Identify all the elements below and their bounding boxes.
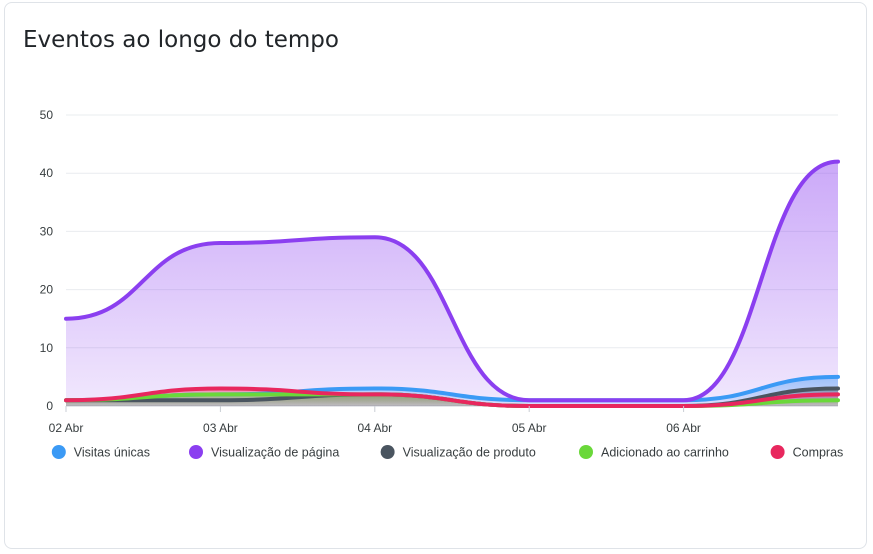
y-tick-label: 20 <box>40 283 54 297</box>
x-tick-label: 04 Abr <box>357 421 392 435</box>
x-tick-label: 03 Abr <box>203 421 238 435</box>
legend-label: Adicionado ao carrinho <box>601 446 729 460</box>
x-tick-label: 02 Abr <box>49 421 84 435</box>
y-tick-label: 0 <box>46 399 53 413</box>
card-title: Eventos ao longo do tempo <box>23 27 339 53</box>
y-tick-label: 40 <box>40 166 54 180</box>
legend-item-adicionado-ao-carrinho[interactable]: Adicionado ao carrinho <box>579 445 729 460</box>
legend-item-visitas-unicas[interactable]: Visitas únicas <box>51 445 150 460</box>
legend-item-compras[interactable]: Compras <box>770 445 844 460</box>
series-areas <box>66 161 838 406</box>
legend-label: Visualização de página <box>211 446 339 460</box>
legend-marker <box>189 445 203 459</box>
legend-label: Visitas únicas <box>74 446 150 460</box>
y-tick-label: 10 <box>40 341 54 355</box>
legend-marker <box>380 445 395 459</box>
x-tick-label: 06 Abr <box>666 421 701 435</box>
legend-item-visualizacao-de-pagina[interactable]: Visualização de página <box>189 445 339 460</box>
area-visualizacao-de-pagina <box>66 161 838 406</box>
legend-marker <box>579 445 593 459</box>
x-axis: 02 Abr 03 Abr 04 Abr 05 Abr 06 Abr <box>49 406 701 435</box>
y-axis: 0 10 20 30 40 50 <box>40 108 54 413</box>
line-visualizacao-de-pagina <box>64 159 840 403</box>
line-compras <box>64 386 840 409</box>
legend-label: Visualização de produto <box>403 446 536 460</box>
legend[interactable]: Visitas únicas Visualização de página Visu… <box>51 445 844 460</box>
legend-marker <box>51 445 66 459</box>
legend-marker <box>770 445 785 459</box>
legend-label: Compras <box>793 446 844 460</box>
y-tick-label: 30 <box>40 224 54 238</box>
series-lines <box>64 159 840 409</box>
y-tick-label: 50 <box>40 108 54 122</box>
legend-item-visualizacao-de-produto[interactable]: Visualização de produto <box>380 445 536 460</box>
x-tick-label: 05 Abr <box>512 421 547 435</box>
